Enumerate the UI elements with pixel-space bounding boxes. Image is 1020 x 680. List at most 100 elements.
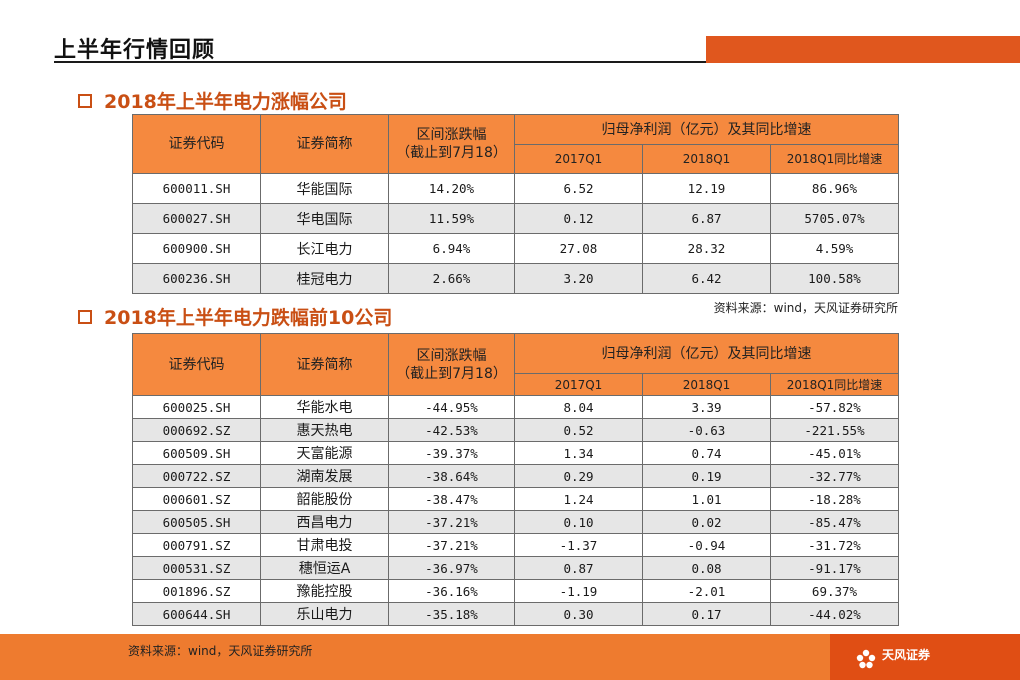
cell-yoy: 4.59% — [769, 233, 900, 264]
cell-code: 000601.SZ — [132, 487, 261, 511]
cell-code: 600236.SH — [132, 263, 261, 294]
cell-name: 惠天热电 — [260, 418, 389, 442]
cell-2017q1: 27.08 — [514, 233, 643, 264]
square-bullet-icon — [78, 309, 92, 324]
cell-name: 湖南发展 — [260, 464, 389, 488]
cell-2018q1: -0.63 — [642, 418, 771, 442]
col-header-2017q1: 2017Q1 — [514, 373, 643, 396]
cell-2018q1: 6.87 — [642, 203, 771, 234]
table-row: 000692.SZ 惠天热电 -42.53% 0.52 -0.63 -221.5… — [132, 418, 900, 442]
cell-2018q1: 0.08 — [642, 556, 771, 580]
col-header-change: 区间涨跌幅 （截止到7月18） — [388, 114, 515, 174]
cell-yoy: -32.77% — [769, 464, 900, 488]
cell-name: 华能水电 — [260, 395, 389, 419]
cell-change: -44.95% — [388, 395, 515, 419]
cell-2018q1: 1.01 — [642, 487, 771, 511]
col-header-change-line1: 区间涨跌幅 — [416, 127, 487, 143]
col-header-2018q1: 2018Q1 — [642, 144, 771, 174]
cell-change: -36.16% — [388, 579, 515, 603]
cell-2018q1: 0.02 — [642, 510, 771, 534]
cell-2018q1: 0.17 — [642, 602, 771, 626]
col-header-change-line1: 区间涨跌幅 — [416, 347, 487, 364]
cell-name: 穗恒运A — [260, 556, 389, 580]
cell-name: 豫能控股 — [260, 579, 389, 603]
gainers-table: 证券代码 证券简称 区间涨跌幅 （截止到7月18） 归母净利润（亿元）及其同比增… — [132, 114, 900, 294]
cell-change: -38.64% — [388, 464, 515, 488]
cell-code: 600509.SH — [132, 441, 261, 465]
cell-2018q1: 12.19 — [642, 173, 771, 204]
cell-2017q1: 0.10 — [514, 510, 643, 534]
cell-change: -36.97% — [388, 556, 515, 580]
cell-2017q1: 0.52 — [514, 418, 643, 442]
title-underline — [54, 61, 706, 63]
table-row: 600025.SH 华能水电 -44.95% 8.04 3.39 -57.82% — [132, 395, 900, 419]
cell-change: 11.59% — [388, 203, 515, 234]
cell-2018q1: 3.39 — [642, 395, 771, 419]
cell-yoy: -45.01% — [769, 441, 900, 465]
cell-yoy: -221.55% — [769, 418, 900, 442]
col-header-change: 区间涨跌幅 （截止到7月18） — [388, 333, 515, 396]
cell-code: 001896.SZ — [132, 579, 261, 603]
source-note: 资料来源：wind，天风证券研究所 — [713, 301, 898, 315]
cell-yoy: -18.28% — [769, 487, 900, 511]
cell-change: -35.18% — [388, 602, 515, 626]
cell-change: 2.66% — [388, 263, 515, 294]
cell-change: -42.53% — [388, 418, 515, 442]
table-row: 600509.SH 天富能源 -39.37% 1.34 0.74 -45.01% — [132, 441, 900, 465]
cell-change: 6.94% — [388, 233, 515, 264]
cell-yoy: -44.02% — [769, 602, 900, 626]
cell-name: 甘肃电投 — [260, 533, 389, 557]
table-row: 600011.SH 华能国际 14.20% 6.52 12.19 86.96% — [132, 173, 900, 204]
cell-change: -37.21% — [388, 510, 515, 534]
cell-code: 000692.SZ — [132, 418, 261, 442]
cell-change: 14.20% — [388, 173, 515, 204]
cell-2017q1: 0.87 — [514, 556, 643, 580]
col-header-profit: 归母净利润（亿元）及其同比增速 — [513, 114, 900, 145]
cell-2018q1: -2.01 — [642, 579, 771, 603]
col-header-2017q1: 2017Q1 — [514, 144, 643, 174]
col-header-change-line2: （截止到7月18） — [396, 365, 507, 382]
section-heading-text: 2018年上半年电力跌幅前10公司 — [104, 307, 393, 329]
company-logo: 天风证券 — [856, 646, 930, 671]
cell-yoy: -85.47% — [769, 510, 900, 534]
cell-change: -37.21% — [388, 533, 515, 557]
square-bullet-icon — [78, 93, 92, 108]
col-header-code: 证券代码 — [132, 114, 261, 174]
cell-2017q1: 1.24 — [514, 487, 643, 511]
table-row: 000791.SZ 甘肃电投 -37.21% -1.37 -0.94 -31.7… — [132, 533, 900, 557]
cell-name: 华电国际 — [260, 203, 389, 234]
cell-2018q1: 0.74 — [642, 441, 771, 465]
cell-code: 000791.SZ — [132, 533, 261, 557]
cell-code: 600027.SH — [132, 203, 261, 234]
logo-subtext-bar — [882, 664, 930, 671]
cell-code: 600011.SH — [132, 173, 261, 204]
cell-name: 天富能源 — [260, 441, 389, 465]
table-row: 000601.SZ 韶能股份 -38.47% 1.24 1.01 -18.28% — [132, 487, 900, 511]
cell-name: 韶能股份 — [260, 487, 389, 511]
col-header-yoy: 2018Q1同比增速 — [769, 144, 900, 174]
cell-2018q1: 28.32 — [642, 233, 771, 264]
section-heading-text: 2018年上半年电力涨幅公司 — [104, 91, 347, 113]
cell-2018q1: 6.42 — [642, 263, 771, 294]
cell-name: 华能国际 — [260, 173, 389, 204]
cell-change: -39.37% — [388, 441, 515, 465]
title-accent-bar — [706, 36, 1020, 63]
page-title: 上半年行情回顾 — [54, 38, 216, 63]
cell-2017q1: 1.34 — [514, 441, 643, 465]
section-heading-gainers: 2018年上半年电力涨幅公司 — [78, 87, 347, 114]
cell-code: 600025.SH — [132, 395, 261, 419]
losers-table: 证券代码 证券简称 区间涨跌幅 （截止到7月18） 归母净利润（亿元）及其同比增… — [132, 333, 900, 626]
cell-name: 西昌电力 — [260, 510, 389, 534]
table-row: 600900.SH 长江电力 6.94% 27.08 28.32 4.59% — [132, 233, 900, 264]
table-row: 001896.SZ 豫能控股 -36.16% -1.19 -2.01 69.37… — [132, 579, 900, 603]
cell-2018q1: 0.19 — [642, 464, 771, 488]
col-header-profit: 归母净利润（亿元）及其同比增速 — [513, 333, 900, 374]
cell-yoy: 100.58% — [769, 263, 900, 294]
cell-2018q1: -0.94 — [642, 533, 771, 557]
table-row: 600027.SH 华电国际 11.59% 0.12 6.87 5705.07% — [132, 203, 900, 234]
footer-source-note: 资料来源：wind，天风证券研究所 — [128, 644, 313, 658]
cell-code: 000722.SZ — [132, 464, 261, 488]
table-row: 600505.SH 西昌电力 -37.21% 0.10 0.02 -85.47% — [132, 510, 900, 534]
cell-yoy: -91.17% — [769, 556, 900, 580]
col-header-name: 证券简称 — [260, 114, 389, 174]
